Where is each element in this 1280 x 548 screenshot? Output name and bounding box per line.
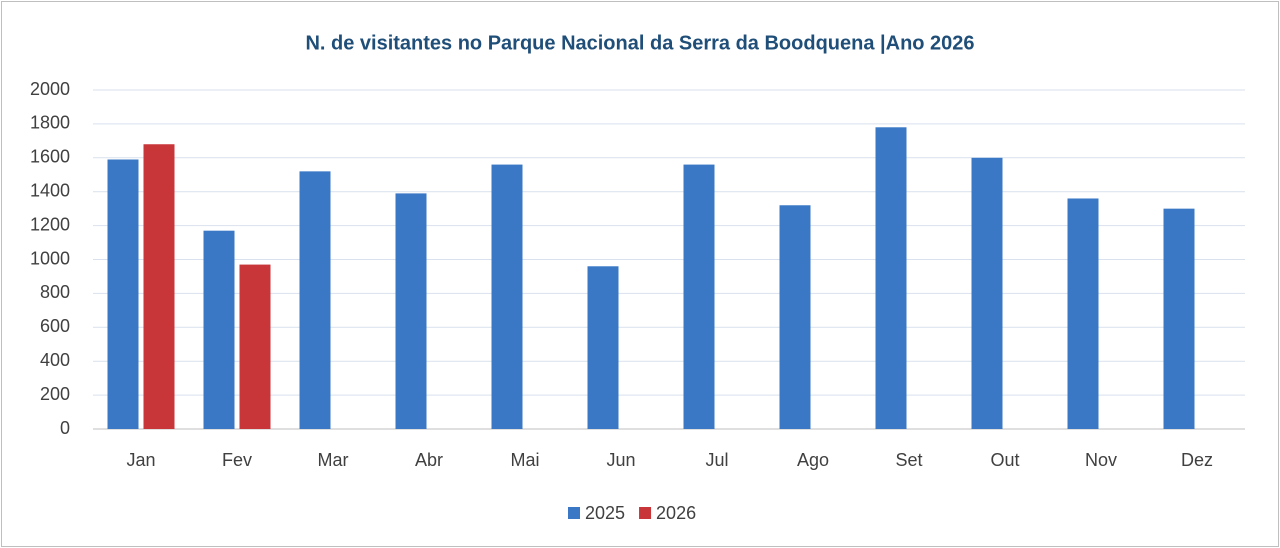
x-tick-label: Jul xyxy=(705,450,728,470)
bar xyxy=(875,127,907,429)
x-tick-label: Jan xyxy=(126,450,155,470)
y-tick-label: 200 xyxy=(40,384,70,404)
bar xyxy=(143,144,175,430)
x-tick-label: Out xyxy=(990,450,1019,470)
x-tick-label: Set xyxy=(895,450,922,470)
bar xyxy=(107,159,139,429)
x-tick-label: Jun xyxy=(606,450,635,470)
x-tick-label: Dez xyxy=(1181,450,1213,470)
bar xyxy=(779,205,811,429)
legend-label: 2025 xyxy=(585,503,625,523)
y-tick-label: 0 xyxy=(60,418,70,438)
bar xyxy=(203,230,235,429)
x-tick-label: Ago xyxy=(797,450,829,470)
y-tick-label: 1000 xyxy=(30,248,70,268)
y-tick-label: 400 xyxy=(40,350,70,370)
bar xyxy=(491,164,523,429)
x-tick-label: Nov xyxy=(1085,450,1117,470)
bar xyxy=(587,266,619,429)
y-tick-label: 800 xyxy=(40,282,70,302)
legend-label: 2026 xyxy=(656,503,696,523)
y-tick-label: 1200 xyxy=(30,214,70,234)
bar xyxy=(395,193,427,429)
bar xyxy=(1163,208,1195,429)
bar xyxy=(1067,198,1099,429)
y-tick-label: 2000 xyxy=(30,79,70,99)
legend-swatch xyxy=(639,507,652,519)
bar xyxy=(971,157,1003,430)
chart-title: N. de visitantes no Parque Nacional da S… xyxy=(305,32,974,54)
legend-swatch xyxy=(568,507,580,519)
bar xyxy=(299,171,331,430)
y-tick-label: 1600 xyxy=(30,147,70,167)
y-tick-label: 600 xyxy=(40,316,70,336)
x-tick-label: Mar xyxy=(318,450,349,470)
y-tick-label: 1400 xyxy=(30,180,70,200)
x-tick-label: Abr xyxy=(415,450,443,470)
bar xyxy=(239,264,271,429)
y-tick-label: 1800 xyxy=(30,113,70,133)
x-tick-label: Mai xyxy=(510,450,539,470)
bar xyxy=(683,164,715,429)
x-tick-label: Fev xyxy=(222,450,252,470)
